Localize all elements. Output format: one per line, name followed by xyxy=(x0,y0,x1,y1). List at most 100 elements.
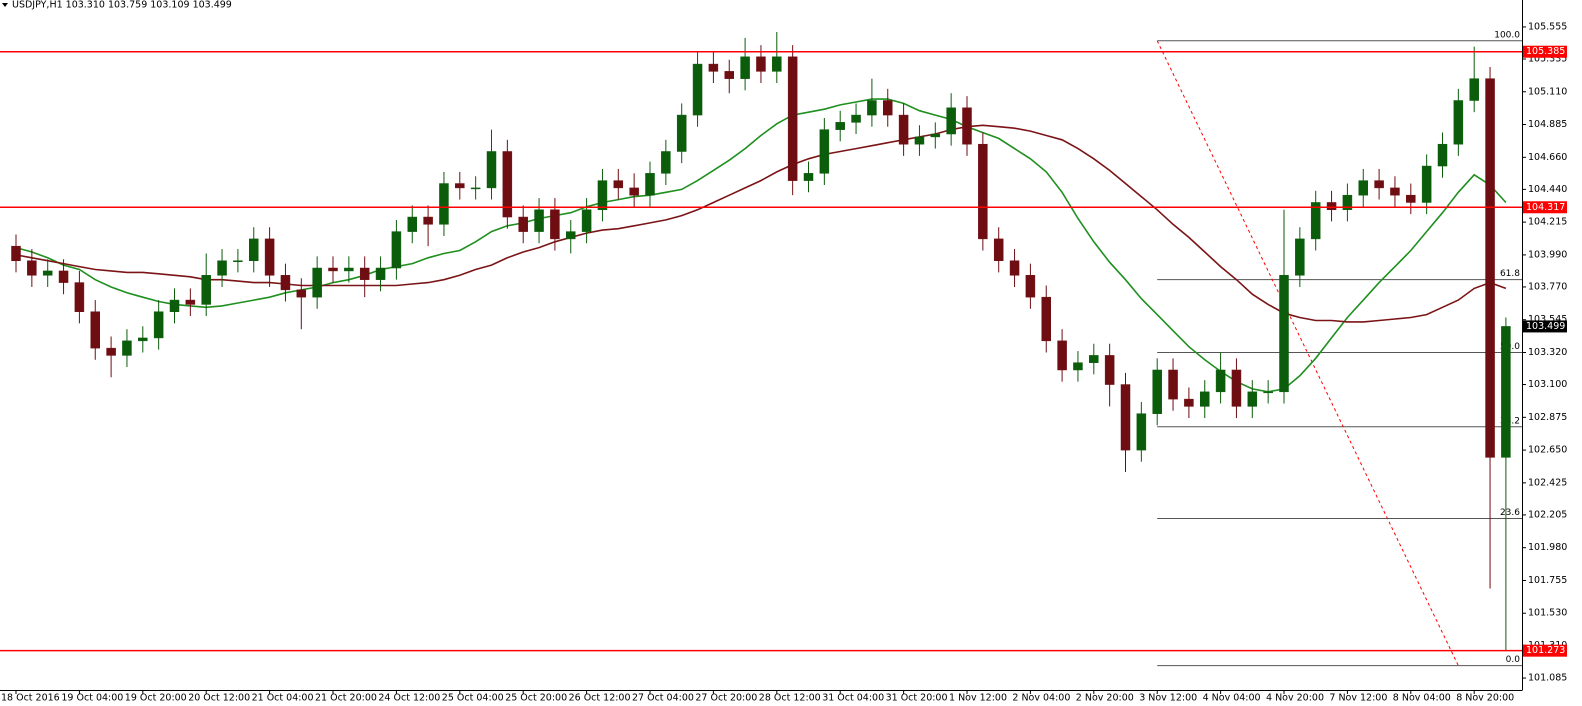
x-tick-label: 31 Oct 20:00 xyxy=(886,693,948,704)
candle-body xyxy=(217,260,227,276)
y-tick-label: 103.100 xyxy=(1528,379,1567,390)
x-tick-label: 1 Nov 12:00 xyxy=(949,693,1007,704)
candle-body xyxy=(1406,194,1416,203)
fib-label: 100.0 xyxy=(1494,30,1520,40)
x-tick-label: 18 Oct 2016 xyxy=(1,693,60,704)
candle-body xyxy=(1025,275,1036,298)
candle-body xyxy=(1374,180,1384,189)
candle-body xyxy=(455,183,465,189)
x-tick-label: 20 Oct 12:00 xyxy=(188,693,250,704)
candle-body xyxy=(106,347,116,356)
candle-body xyxy=(930,133,941,138)
y-tick-label: 101.980 xyxy=(1528,542,1567,553)
y-tick-label: 103.320 xyxy=(1528,347,1567,358)
y-tick-label: 104.440 xyxy=(1528,184,1567,195)
candle-body xyxy=(581,209,592,232)
candle-body xyxy=(597,180,608,211)
candle-body xyxy=(249,238,259,261)
candle-body xyxy=(1200,391,1210,407)
candle-body xyxy=(740,56,750,79)
x-tick-label: 19 Oct 04:00 xyxy=(61,693,123,704)
y-tick-label: 104.660 xyxy=(1528,152,1567,163)
candle-body xyxy=(661,151,671,174)
candle-body xyxy=(328,267,338,272)
candle-body xyxy=(153,311,164,339)
candle-body xyxy=(1485,78,1495,458)
x-tick-label: 25 Oct 04:00 xyxy=(442,693,504,704)
candle-body xyxy=(264,238,275,276)
candle-body xyxy=(1057,340,1067,371)
y-tick-label: 105.555 xyxy=(1528,21,1567,32)
price-level-box xyxy=(1523,201,1567,214)
candle-body xyxy=(1358,180,1368,196)
last-price-label: 103.499 xyxy=(1526,321,1565,332)
candle-body xyxy=(867,100,877,116)
candle-body xyxy=(803,173,814,181)
moving-average xyxy=(15,98,1507,393)
candle-body xyxy=(1089,355,1099,363)
y-tick-label: 103.770 xyxy=(1528,281,1567,292)
y-tick-label: 105.335 xyxy=(1528,53,1567,64)
fib-trend xyxy=(1156,40,1459,666)
fib-label: 23.6 xyxy=(1500,508,1520,518)
x-tick-label: 7 Nov 12:00 xyxy=(1329,693,1387,704)
x-tick-label: 28 Oct 12:00 xyxy=(759,693,821,704)
y-tick-label: 105.110 xyxy=(1528,86,1567,97)
x-tick-label: 21 Oct 20:00 xyxy=(315,693,377,704)
candle-body xyxy=(312,267,322,298)
candle-body xyxy=(74,282,85,312)
x-tick-label: 8 Nov 20:00 xyxy=(1456,693,1514,704)
menu-triangle[interactable] xyxy=(2,3,8,7)
candle-body xyxy=(772,56,782,72)
x-tick-label: 8 Nov 04:00 xyxy=(1393,693,1451,704)
candle-body xyxy=(11,245,21,261)
y-tick-label: 101.085 xyxy=(1528,673,1567,684)
candle-body xyxy=(1453,100,1464,145)
candle-body xyxy=(1295,238,1305,276)
candle-body xyxy=(566,231,576,240)
price-level-label: 105.385 xyxy=(1526,46,1565,57)
candle-body xyxy=(1310,202,1321,240)
candle-body xyxy=(692,63,703,116)
candle-body xyxy=(1041,296,1051,342)
candle-body xyxy=(676,114,687,152)
price-level-box xyxy=(1523,45,1567,58)
x-tick-label: 2 Nov 04:00 xyxy=(1012,693,1070,704)
fib-label: 0.0 xyxy=(1506,655,1521,665)
x-tick-label: 31 Oct 04:00 xyxy=(822,693,884,704)
candle-body xyxy=(391,231,402,269)
price-level-label: 101.273 xyxy=(1526,645,1565,656)
y-tick-label: 102.205 xyxy=(1528,509,1567,520)
candle-body xyxy=(898,114,909,145)
candle-body xyxy=(962,107,972,145)
candle-body xyxy=(359,267,370,280)
y-tick-label: 103.545 xyxy=(1528,314,1567,325)
candle-body xyxy=(1390,187,1400,196)
x-tick-label: 26 Oct 12:00 xyxy=(569,693,631,704)
candle-body xyxy=(486,151,497,189)
candle-body xyxy=(42,270,53,276)
candle-body xyxy=(629,187,639,196)
candle-body xyxy=(280,275,291,291)
x-tick-label: 24 Oct 12:00 xyxy=(378,693,440,704)
x-tick-label: 4 Nov 20:00 xyxy=(1266,693,1324,704)
candle-body xyxy=(708,63,719,72)
candle-body xyxy=(1231,369,1242,407)
candle-body xyxy=(1263,391,1273,394)
y-tick-label: 103.990 xyxy=(1528,249,1567,260)
price-level-label: 104.317 xyxy=(1526,202,1565,213)
candle-body xyxy=(27,260,37,276)
x-tick-label: 21 Oct 04:00 xyxy=(252,693,314,704)
x-tick-label: 25 Oct 20:00 xyxy=(505,693,567,704)
candle-body xyxy=(1073,362,1083,371)
last-price-box xyxy=(1523,320,1567,333)
candle-body xyxy=(58,270,69,283)
candle-body xyxy=(835,122,845,130)
candle-body xyxy=(1104,355,1115,385)
candle-body xyxy=(819,129,830,174)
x-tick-label: 3 Nov 12:00 xyxy=(1139,693,1197,704)
candle-body xyxy=(1184,398,1194,407)
candle-body xyxy=(851,114,861,123)
candle-body xyxy=(787,56,798,181)
